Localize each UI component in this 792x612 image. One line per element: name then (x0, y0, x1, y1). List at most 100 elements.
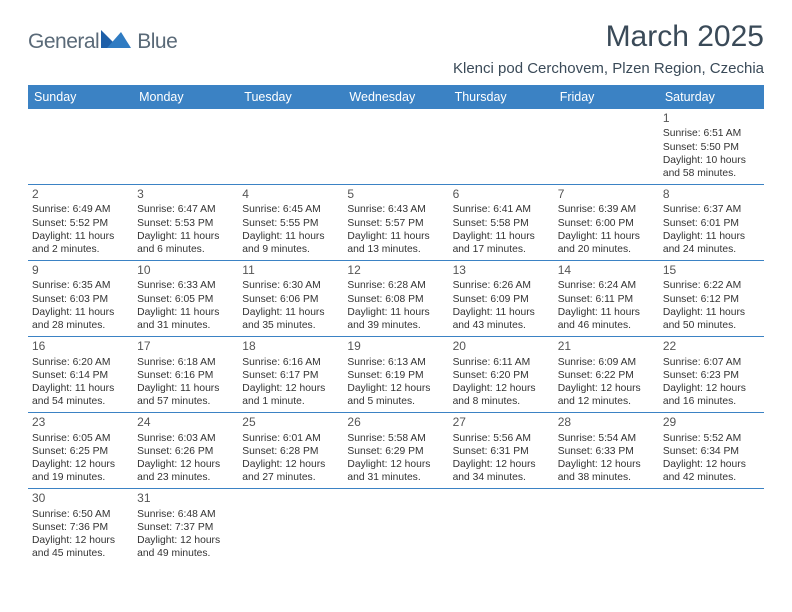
sunset-line: Sunset: 6:31 PM (453, 445, 550, 458)
sunset-line: Sunset: 6:33 PM (558, 445, 655, 458)
daylight-line: Daylight: 11 hours and 17 minutes. (453, 230, 550, 256)
sunrise-line: Sunrise: 6:22 AM (663, 279, 760, 292)
sunset-line: Sunset: 6:17 PM (242, 369, 339, 382)
calendar-week: 30Sunrise: 6:50 AMSunset: 7:36 PMDayligh… (28, 489, 764, 565)
sunrise-line: Sunrise: 6:43 AM (347, 203, 444, 216)
day-number: 31 (137, 491, 234, 506)
calendar-day: 18 Sunrise: 6:16 AMSunset: 6:17 PMDayligh… (238, 337, 343, 413)
sunrise-line: Sunrise: 6:20 AM (32, 356, 129, 369)
calendar-day: 25Sunrise: 6:01 AMSunset: 6:28 PMDayligh… (238, 413, 343, 489)
calendar-day: 20Sunrise: 6:11 AMSunset: 6:20 PMDayligh… (449, 337, 554, 413)
day-number: 18 (242, 339, 339, 354)
daylight-line: Daylight: 11 hours and 24 minutes. (663, 230, 760, 256)
calendar-day: 7Sunrise: 6:39 AMSunset: 6:00 PMDaylight… (554, 185, 659, 261)
day-number: 4 (242, 187, 339, 202)
daylight-line: Daylight: 11 hours and 13 minutes. (347, 230, 444, 256)
sunset-line: Sunset: 6:14 PM (32, 369, 129, 382)
sunset-line: Sunset: 6:00 PM (558, 217, 655, 230)
sunrise-line: Sunrise: 5:52 AM (663, 432, 760, 445)
daylight-line: Daylight: 11 hours and 6 minutes. (137, 230, 234, 256)
title-block: March 2025 Klenci pod Cerchovem, Plzen R… (453, 20, 764, 83)
sunrise-line: Sunrise: 6:45 AM (242, 203, 339, 216)
day-number: 29 (663, 415, 760, 430)
daylight-line: Daylight: 11 hours and 46 minutes. (558, 306, 655, 332)
day-number: 12 (347, 263, 444, 278)
sunrise-line: Sunrise: 6:41 AM (453, 203, 550, 216)
daylight-line: Daylight: 12 hours and 38 minutes. (558, 458, 655, 484)
day-header: Friday (554, 85, 659, 109)
calendar-empty (343, 109, 448, 185)
calendar-day: 13Sunrise: 6:26 AMSunset: 6:09 PMDayligh… (449, 261, 554, 337)
sunrise-line: Sunrise: 6:49 AM (32, 203, 129, 216)
calendar-week: 1Sunrise: 6:51 AMSunset: 5:50 PMDaylight… (28, 109, 764, 185)
calendar-day: 2Sunrise: 6:49 AMSunset: 5:52 PMDaylight… (28, 185, 133, 261)
daylight-line: Daylight: 12 hours and 1 minute. (242, 382, 339, 408)
daylight-line: Daylight: 11 hours and 43 minutes. (453, 306, 550, 332)
flag-icon (101, 28, 135, 55)
day-header: Tuesday (238, 85, 343, 109)
sunset-line: Sunset: 5:58 PM (453, 217, 550, 230)
day-number: 16 (32, 339, 129, 354)
sunrise-line: Sunrise: 5:54 AM (558, 432, 655, 445)
day-number: 5 (347, 187, 444, 202)
calendar-empty (554, 489, 659, 565)
sunrise-line: Sunrise: 6:51 AM (663, 127, 760, 140)
sunrise-line: Sunrise: 5:56 AM (453, 432, 550, 445)
daylight-line: Daylight: 11 hours and 54 minutes. (32, 382, 129, 408)
day-number: 30 (32, 491, 129, 506)
calendar-empty (238, 489, 343, 565)
sunset-line: Sunset: 6:03 PM (32, 293, 129, 306)
calendar-day: 5Sunrise: 6:43 AMSunset: 5:57 PMDaylight… (343, 185, 448, 261)
day-number: 3 (137, 187, 234, 202)
calendar-day: 31Sunrise: 6:48 AMSunset: 7:37 PMDayligh… (133, 489, 238, 565)
day-number: 8 (663, 187, 760, 202)
sunrise-line: Sunrise: 6:28 AM (347, 279, 444, 292)
sunset-line: Sunset: 5:57 PM (347, 217, 444, 230)
sunset-line: Sunset: 6:28 PM (242, 445, 339, 458)
sunrise-line: Sunrise: 6:03 AM (137, 432, 234, 445)
sunset-line: Sunset: 6:22 PM (558, 369, 655, 382)
calendar-day: 30Sunrise: 6:50 AMSunset: 7:36 PMDayligh… (28, 489, 133, 565)
calendar-day: 3Sunrise: 6:47 AMSunset: 5:53 PMDaylight… (133, 185, 238, 261)
daylight-line: Daylight: 11 hours and 31 minutes. (137, 306, 234, 332)
calendar-day: 27Sunrise: 5:56 AMSunset: 6:31 PMDayligh… (449, 413, 554, 489)
calendar-week: 16Sunrise: 6:20 AMSunset: 6:14 PMDayligh… (28, 337, 764, 413)
daylight-line: Daylight: 12 hours and 12 minutes. (558, 382, 655, 408)
sunrise-line: Sunrise: 6:33 AM (137, 279, 234, 292)
sunset-line: Sunset: 6:12 PM (663, 293, 760, 306)
sunrise-line: Sunrise: 6:01 AM (242, 432, 339, 445)
calendar-day: 11Sunrise: 6:30 AMSunset: 6:06 PMDayligh… (238, 261, 343, 337)
calendar-day: 1Sunrise: 6:51 AMSunset: 5:50 PMDaylight… (659, 109, 764, 185)
calendar-day: 10Sunrise: 6:33 AMSunset: 6:05 PMDayligh… (133, 261, 238, 337)
daylight-line: Daylight: 11 hours and 57 minutes. (137, 382, 234, 408)
calendar-day: 23Sunrise: 6:05 AMSunset: 6:25 PMDayligh… (28, 413, 133, 489)
calendar-empty (449, 489, 554, 565)
calendar-empty (28, 109, 133, 185)
sunrise-line: Sunrise: 6:18 AM (137, 356, 234, 369)
sunrise-line: Sunrise: 6:11 AM (453, 356, 550, 369)
sunrise-line: Sunrise: 6:16 AM (242, 356, 339, 369)
day-number: 23 (32, 415, 129, 430)
sunrise-line: Sunrise: 6:47 AM (137, 203, 234, 216)
calendar-page: General Blue March 2025 Klenci pod Cerch… (0, 0, 792, 584)
day-header: Saturday (659, 85, 764, 109)
day-number: 17 (137, 339, 234, 354)
daylight-line: Daylight: 12 hours and 27 minutes. (242, 458, 339, 484)
day-number: 13 (453, 263, 550, 278)
daylight-line: Daylight: 11 hours and 35 minutes. (242, 306, 339, 332)
calendar-day: 29Sunrise: 5:52 AMSunset: 6:34 PMDayligh… (659, 413, 764, 489)
day-number: 15 (663, 263, 760, 278)
sunset-line: Sunset: 6:06 PM (242, 293, 339, 306)
calendar-empty (238, 109, 343, 185)
day-number: 6 (453, 187, 550, 202)
sunset-line: Sunset: 6:23 PM (663, 369, 760, 382)
daylight-line: Daylight: 12 hours and 8 minutes. (453, 382, 550, 408)
calendar-header: SundayMondayTuesdayWednesdayThursdayFrid… (28, 85, 764, 109)
daylight-line: Daylight: 11 hours and 2 minutes. (32, 230, 129, 256)
sunset-line: Sunset: 6:19 PM (347, 369, 444, 382)
sunset-line: Sunset: 5:52 PM (32, 217, 129, 230)
sunset-line: Sunset: 7:37 PM (137, 521, 234, 534)
day-number: 28 (558, 415, 655, 430)
day-number: 22 (663, 339, 760, 354)
sunset-line: Sunset: 5:55 PM (242, 217, 339, 230)
